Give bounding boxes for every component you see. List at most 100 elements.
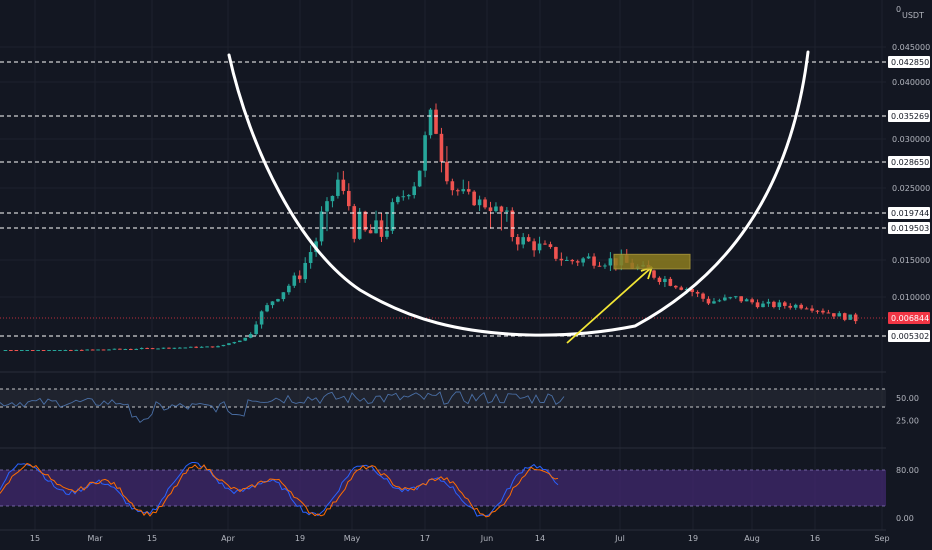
candle-body <box>379 220 384 237</box>
candle-body <box>559 258 564 261</box>
candle-body <box>265 305 269 312</box>
stoch-rsi-pane <box>0 462 559 518</box>
candle-body <box>439 133 444 162</box>
candle-body <box>243 337 248 341</box>
candle <box>396 195 400 205</box>
candle-body <box>210 346 215 348</box>
candle <box>308 245 313 269</box>
candle-body <box>592 256 596 266</box>
candle-body <box>739 296 743 302</box>
candle <box>766 298 771 307</box>
candle <box>248 332 253 339</box>
candle-body <box>101 349 106 351</box>
candle <box>543 240 547 245</box>
candle <box>330 195 335 208</box>
candle-body <box>216 346 220 348</box>
candle-body <box>565 259 569 261</box>
projection-arrow <box>566 266 653 344</box>
candle <box>505 207 509 222</box>
candle-body <box>270 301 275 306</box>
candle-body <box>406 195 411 197</box>
candle-body <box>281 292 286 300</box>
candle <box>385 211 389 240</box>
candle <box>554 246 558 262</box>
horizontal-levels <box>0 61 886 337</box>
level-tag-label: 0.019503 <box>891 224 929 233</box>
candle <box>761 300 765 308</box>
level-tag <box>888 330 930 342</box>
candle <box>570 258 575 265</box>
candle-body <box>385 230 389 237</box>
candle-body <box>396 196 400 203</box>
time-axis[interactable]: 15 Mar 15 Apr 19 May 17 Jun 14 Jul 19 Aug 16 Sep <box>30 534 890 543</box>
candle-body <box>603 265 607 267</box>
candle-body <box>423 135 427 171</box>
price-tick-label: 0.045000 <box>892 43 930 52</box>
candle-body <box>58 350 62 351</box>
candle <box>150 347 155 350</box>
stoch-d-line <box>0 462 559 518</box>
candle <box>575 259 580 266</box>
candle <box>739 296 743 304</box>
candle-body <box>652 270 656 278</box>
candle-body <box>9 350 13 351</box>
target-box <box>613 253 691 270</box>
candle-body <box>172 347 177 349</box>
candle <box>96 349 100 351</box>
candle-body <box>303 262 307 280</box>
candle <box>178 347 182 349</box>
time-tick-label: 15 <box>147 534 157 543</box>
time-tick-label: 17 <box>420 534 430 543</box>
candle <box>194 346 198 349</box>
candle <box>199 346 204 348</box>
time-tick-label: 19 <box>295 534 305 543</box>
candle-body <box>456 190 460 192</box>
candle <box>232 341 237 344</box>
candle <box>499 205 504 231</box>
candle <box>129 348 133 351</box>
candle <box>652 269 656 280</box>
level-tag <box>888 156 930 168</box>
level-tag-label: 0.042850 <box>891 58 929 67</box>
candle-body <box>810 308 814 311</box>
candle-body <box>684 288 689 290</box>
candle-body <box>783 302 787 306</box>
candle-body <box>74 349 79 351</box>
time-tick-label: Jul <box>614 534 625 543</box>
candle-body <box>434 109 438 134</box>
candle <box>777 299 782 310</box>
candle-body <box>30 350 35 351</box>
candle <box>537 236 542 254</box>
time-tick-label: 15 <box>30 534 40 543</box>
price-tick-label: 0.030000 <box>892 135 930 144</box>
candle-body <box>570 259 575 262</box>
candle-body <box>537 243 542 251</box>
candle <box>292 272 297 288</box>
candle-body <box>543 243 547 245</box>
level-tag <box>888 56 930 68</box>
candle <box>772 300 776 309</box>
candle <box>374 210 378 234</box>
rsi-pane <box>0 391 565 423</box>
candle-body <box>744 299 749 302</box>
candle-body <box>777 302 782 308</box>
candle <box>663 275 667 288</box>
candle <box>793 303 798 310</box>
candle-body <box>156 348 160 350</box>
time-tick-label: 16 <box>810 534 820 543</box>
candle <box>439 127 444 173</box>
candle <box>532 238 536 257</box>
candle <box>750 297 754 305</box>
level-tag-label: 0.035269 <box>891 112 929 121</box>
candle-body <box>733 296 738 298</box>
time-tick-label: Apr <box>221 534 236 543</box>
candle-body <box>199 346 204 348</box>
candle-body <box>532 241 536 251</box>
candle-body <box>112 348 117 350</box>
candle <box>134 348 139 350</box>
candle <box>183 347 188 349</box>
candle-body <box>347 190 351 207</box>
price-tick-label: 0.010000 <box>892 293 930 302</box>
